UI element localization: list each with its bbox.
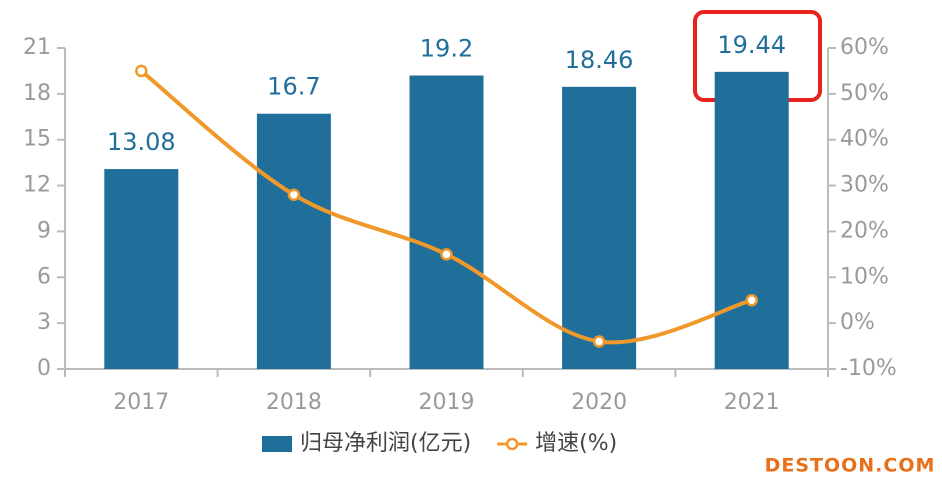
watermark: DESTOON.COM [765,455,936,477]
bar [714,71,789,370]
y2-tick-label: 20% [840,218,889,243]
x-tick-label: 2021 [724,390,780,415]
bar-value-label: 19.44 [717,31,786,59]
line-marker [440,248,453,261]
x-tick-label: 2019 [419,390,475,415]
legend-label: 归母净利润(亿元) [300,431,471,456]
y2-tick-label: 30% [840,173,889,198]
legend-swatch [262,436,292,452]
legend-label: 增速(%) [535,431,617,456]
y-tick-label: 18 [23,81,51,106]
x-tick-label: 2018 [266,390,322,415]
bar [409,75,484,369]
bar-value-label: 16.7 [267,73,320,101]
y-tick-label: 9 [37,218,51,243]
y2-tick-label: 60% [840,35,889,60]
bar-value-label: 13.08 [107,128,176,156]
y2-tick-label: 40% [840,127,889,152]
line-marker [745,293,758,307]
y2-tick-label: 0% [840,310,875,335]
line-marker [135,64,148,78]
bar [256,113,331,369]
bar-value-label: 19.2 [420,35,473,63]
y2-tick-label: 50% [840,81,889,106]
line-marker [287,188,301,201]
y-tick-label: 0 [37,356,51,381]
bar [562,86,637,369]
x-tick-label: 2017 [113,390,169,415]
bar-value-label: 18.46 [565,46,634,74]
y-tick-label: 21 [23,35,51,60]
y2-tick-label: 10% [840,264,889,289]
y-tick-label: 15 [23,127,51,152]
legend-swatch [505,437,519,451]
line-marker [592,335,606,348]
bar [104,169,179,369]
y-tick-label: 3 [37,310,51,335]
x-tick-label: 2020 [571,390,627,415]
y-tick-label: 6 [37,264,51,289]
y2-tick-label: -10% [840,356,897,381]
y-tick-label: 12 [23,173,51,198]
